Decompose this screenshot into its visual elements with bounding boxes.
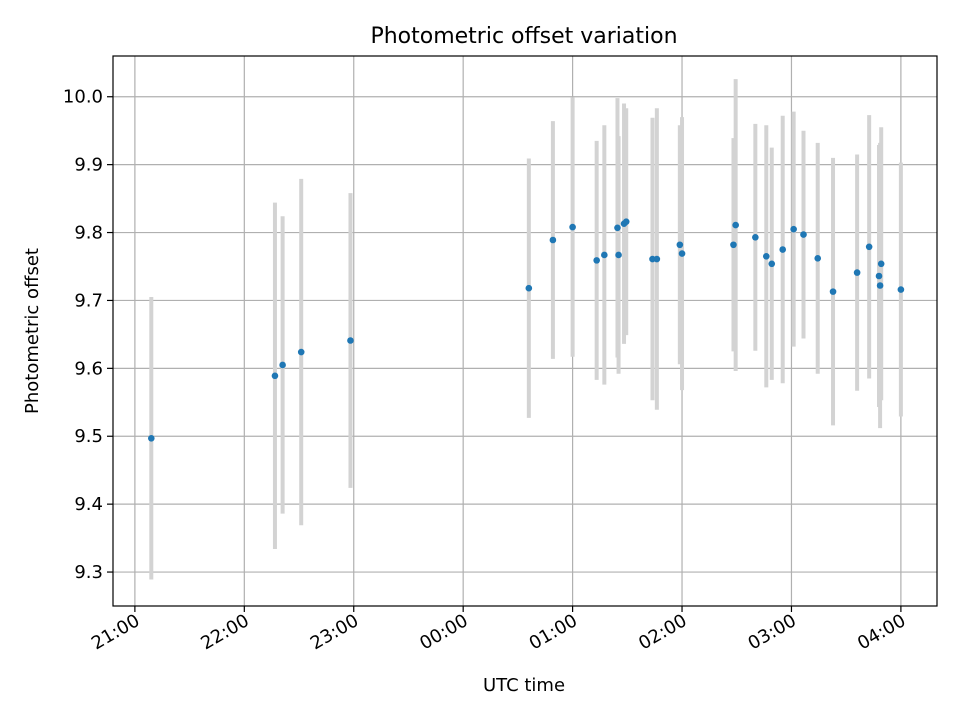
data-point xyxy=(347,337,354,344)
data-point xyxy=(865,243,873,251)
y-tick-label: 9.5 xyxy=(74,426,103,447)
y-tick-label: 9.9 xyxy=(74,155,103,176)
y-axis: 9.3 9.4 9.5 9.6 9.7 9.8 9.9 10.0 xyxy=(63,87,113,583)
y-tick-label: 9.7 xyxy=(74,290,103,311)
data-point xyxy=(676,241,684,249)
data-point xyxy=(779,246,787,253)
y-tick-label: 9.4 xyxy=(74,494,103,515)
data-point xyxy=(614,224,621,232)
data-point xyxy=(730,241,737,249)
data-point xyxy=(525,284,533,292)
data-point xyxy=(148,434,155,442)
data-point xyxy=(271,372,279,380)
data-point xyxy=(601,251,608,259)
data-point xyxy=(549,236,557,244)
data-point xyxy=(762,253,770,260)
data-point xyxy=(593,257,600,264)
data-points xyxy=(148,218,905,442)
data-point xyxy=(569,223,576,231)
data-point xyxy=(615,251,622,259)
data-point xyxy=(752,233,759,241)
y-tick-label: 9.8 xyxy=(74,223,103,244)
data-point xyxy=(622,218,630,225)
data-point xyxy=(297,348,305,356)
data-point xyxy=(814,255,822,262)
grid xyxy=(113,56,937,606)
data-point xyxy=(678,250,686,257)
data-point xyxy=(768,260,776,268)
data-point xyxy=(732,221,739,229)
data-point xyxy=(897,286,905,293)
data-point xyxy=(877,260,885,268)
x-axis-label: UTC time xyxy=(483,675,565,696)
data-point xyxy=(875,272,883,280)
data-point xyxy=(853,269,861,276)
data-point xyxy=(279,361,286,369)
data-point xyxy=(876,282,884,289)
data-point xyxy=(800,231,807,238)
y-tick-label: 9.6 xyxy=(74,358,103,379)
y-tick-label: 10.0 xyxy=(63,87,103,108)
y-axis-label: Photometric offset xyxy=(22,248,43,414)
data-point xyxy=(829,288,837,295)
data-point xyxy=(653,255,661,263)
y-tick-label: 9.3 xyxy=(74,562,103,583)
data-point xyxy=(790,225,797,233)
chart-title: Photometric offset variation xyxy=(370,24,677,49)
plot-frame xyxy=(112,55,938,607)
